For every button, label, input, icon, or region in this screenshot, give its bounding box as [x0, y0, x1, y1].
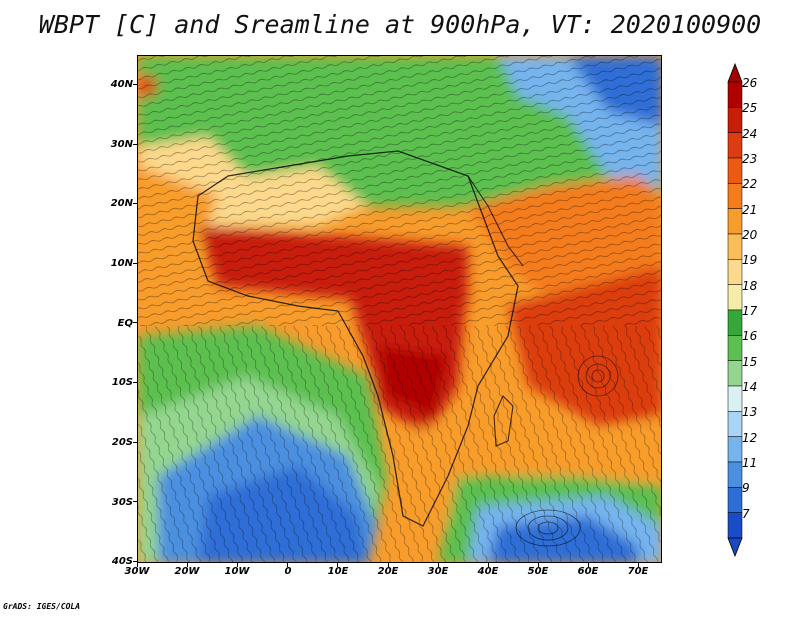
- y-tick-label: 10S: [111, 377, 133, 388]
- colorbar-label: 21: [742, 202, 758, 217]
- africa-coastline: [192, 150, 519, 527]
- colorbar-swatch: [727, 208, 743, 235]
- x-tick: [537, 563, 539, 567]
- colorbar-swatch: [727, 233, 743, 260]
- y-tick-label: 40N: [110, 79, 133, 90]
- colorbar-swatch: [727, 183, 743, 209]
- colorbar-top-arrow: [727, 62, 743, 83]
- colorbar: [727, 62, 743, 558]
- colorbar-label: 13: [742, 405, 758, 420]
- colorbar-label: 26: [742, 76, 758, 90]
- colorbar-bottom-arrow: [727, 537, 743, 558]
- y-tick: [133, 84, 137, 85]
- colorbar-label: 22: [742, 177, 758, 192]
- colorbar-label: 24: [742, 126, 758, 141]
- x-tick: [187, 563, 189, 567]
- colorbar-swatch: [727, 436, 743, 463]
- x-tick-label: 10E: [327, 566, 349, 577]
- colorbar-label: 20: [742, 228, 758, 242]
- y-tick-label: EQ: [117, 318, 133, 329]
- colorbar-label: 9: [742, 481, 750, 496]
- x-tick-label: 20W: [174, 566, 200, 577]
- colorbar-swatch: [727, 309, 743, 336]
- y-tick-label: 40S: [111, 556, 133, 567]
- y-tick-label: 30S: [111, 497, 133, 508]
- y-tick-label: 20N: [110, 198, 133, 209]
- colorbar-label: 11: [742, 456, 758, 470]
- colorbar-swatch: [727, 284, 743, 311]
- colorbar-label: 15: [742, 354, 758, 369]
- colorbar-label: 16: [742, 329, 758, 344]
- x-tick: [137, 563, 138, 567]
- y-tick-label: 10N: [110, 258, 133, 269]
- colorbar-swatch: [727, 411, 743, 437]
- cyclone-south-indian: [515, 509, 581, 547]
- colorbar-label: 12: [742, 430, 758, 445]
- colorbar-swatch: [727, 81, 743, 108]
- wbpt-field-map: [138, 56, 661, 562]
- y-tick: [133, 143, 137, 145]
- y-tick: [133, 262, 137, 264]
- colorbar-swatch: [727, 259, 743, 285]
- streamlines-lower: [138, 326, 661, 562]
- colorbar-swatch: [727, 335, 743, 361]
- x-tick: [287, 563, 289, 567]
- colorbar-swatch: [727, 461, 743, 488]
- x-tick: [237, 563, 239, 567]
- x-tick-label: 60E: [577, 566, 599, 577]
- colorbar-label: 17: [742, 304, 758, 318]
- colorbar-swatch: [727, 107, 743, 133]
- y-tick: [133, 382, 137, 383]
- x-tick: [437, 563, 439, 567]
- colorbar-label: 7: [742, 506, 750, 521]
- colorbar-label: 18: [742, 278, 758, 293]
- cyclone-indian-ocean: [577, 355, 619, 397]
- x-tick-label: 70E: [627, 566, 649, 577]
- colorbar-swatch: [727, 132, 743, 159]
- x-tick: [638, 563, 639, 567]
- colorbar-label: 25: [742, 101, 758, 116]
- colorbar-swatch: [727, 360, 743, 387]
- y-tick: [133, 501, 137, 503]
- x-tick: [337, 563, 339, 567]
- colorbar-label: 23: [742, 152, 758, 166]
- x-tick-label: 50E: [527, 566, 549, 577]
- streamlines-upper: [138, 56, 661, 326]
- grads-credit: GrADS: IGES/COLA: [3, 602, 81, 611]
- x-tick-label: 0: [284, 566, 292, 577]
- red-sea-coastline: [467, 175, 524, 267]
- x-tick-label: 10W: [224, 566, 250, 577]
- y-tick: [133, 322, 137, 324]
- map-panel: [137, 55, 662, 563]
- y-tick: [133, 441, 137, 443]
- x-tick: [587, 563, 589, 567]
- chart-title: WBPT [C] and Sreamline at 900hPa, VT: 20…: [38, 10, 762, 39]
- x-tick-label: 40E: [477, 566, 499, 577]
- colorbar-swatch: [727, 487, 743, 513]
- x-tick: [487, 563, 489, 567]
- colorbar-label: 14: [742, 380, 758, 394]
- y-tick: [133, 203, 137, 205]
- x-tick-label: 30W: [124, 566, 150, 577]
- y-tick-label: 20S: [111, 437, 133, 448]
- colorbar-swatch: [727, 385, 743, 412]
- madagascar: [493, 395, 514, 447]
- x-tick-label: 20E: [377, 566, 399, 577]
- y-tick: [133, 560, 137, 562]
- y-tick-label: 30N: [110, 139, 133, 150]
- colorbar-label: 19: [742, 253, 758, 268]
- x-tick: [387, 563, 389, 567]
- x-tick-label: 30E: [427, 566, 449, 577]
- colorbar-swatch: [727, 157, 743, 184]
- colorbar-swatch: [727, 512, 743, 539]
